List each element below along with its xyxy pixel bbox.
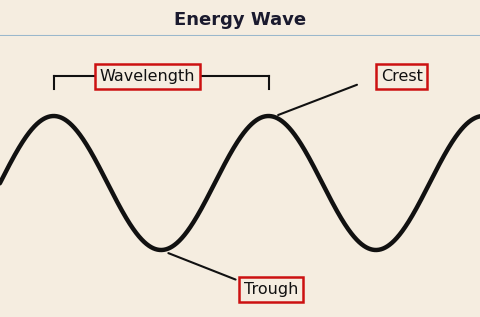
Text: Wavelength: Wavelength <box>99 69 194 84</box>
Text: Energy Wave: Energy Wave <box>174 11 306 29</box>
Text: Trough: Trough <box>243 282 298 297</box>
Text: Crest: Crest <box>380 69 421 84</box>
